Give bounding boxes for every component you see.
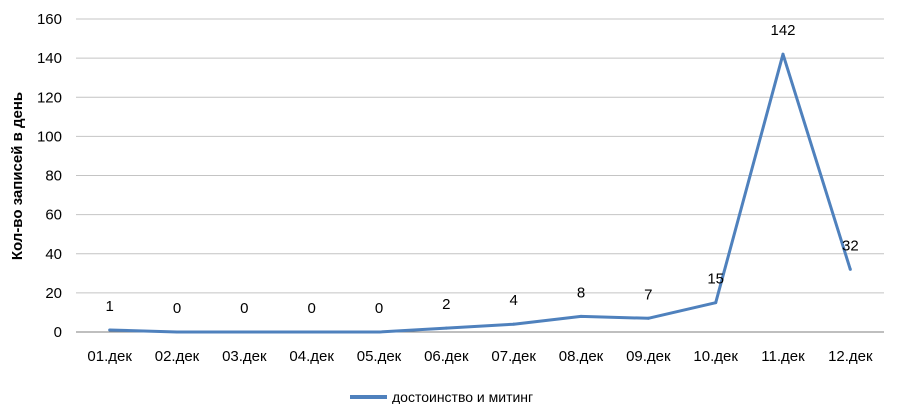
data-label: 0 bbox=[307, 300, 315, 317]
data-label: 7 bbox=[644, 286, 652, 303]
data-point bbox=[242, 330, 246, 334]
x-tick-label: 05.дек bbox=[357, 348, 402, 365]
data-point bbox=[714, 301, 718, 305]
data-point bbox=[108, 328, 112, 332]
data-label: 4 bbox=[509, 292, 517, 309]
x-tick-label: 02.дек bbox=[155, 348, 200, 365]
data-label: 0 bbox=[173, 300, 181, 317]
data-label: 1 bbox=[105, 298, 113, 315]
y-tick-label: 60 bbox=[45, 207, 62, 224]
y-axis-title: Кол-во записей в день bbox=[9, 92, 26, 260]
x-tick-label: 09.дек bbox=[626, 348, 671, 365]
x-tick-label: 12.дек bbox=[828, 348, 873, 365]
data-label: 142 bbox=[770, 22, 795, 39]
series-layer bbox=[108, 52, 852, 334]
y-tick-label: 140 bbox=[37, 50, 62, 67]
data-label: 0 bbox=[240, 300, 248, 317]
legend-label: достоинство и митинг bbox=[392, 389, 533, 404]
data-point bbox=[781, 52, 785, 56]
x-axis: 01.дек 02.дек 03.дек 04.дек 05.дек 06.дек 07.д… bbox=[87, 348, 873, 365]
data-label: 15 bbox=[707, 271, 724, 288]
y-tick-label: 40 bbox=[45, 246, 62, 263]
y-tick-label: 100 bbox=[37, 128, 62, 145]
y-axis: 0 20 40 60 80 100 120 140 160 bbox=[37, 11, 62, 341]
data-label: 0 bbox=[375, 300, 383, 317]
data-point bbox=[444, 326, 448, 330]
data-point bbox=[377, 330, 381, 334]
x-tick-label: 06.дек bbox=[424, 348, 469, 365]
data-label: 2 bbox=[442, 296, 450, 313]
x-tick-label: 11.дек bbox=[761, 348, 805, 365]
data-point bbox=[848, 267, 852, 271]
gridlines bbox=[76, 18, 884, 333]
data-labels: 1 0 0 0 0 2 4 8 7 15 142 32 bbox=[105, 22, 858, 317]
x-tick-label: 01.дек bbox=[87, 348, 132, 365]
legend: достоинство и митинг bbox=[350, 389, 533, 405]
series-line bbox=[109, 52, 852, 334]
x-tick-label: 07.дек bbox=[491, 348, 536, 365]
data-point bbox=[512, 322, 516, 326]
x-tick-label: 10.дек bbox=[693, 348, 738, 365]
data-point bbox=[579, 314, 583, 318]
x-tick-label: 04.дек bbox=[289, 348, 334, 365]
data-point bbox=[175, 330, 179, 334]
y-tick-label: 0 bbox=[54, 324, 62, 341]
data-point bbox=[310, 330, 314, 334]
x-tick-label: 08.дек bbox=[559, 348, 604, 365]
data-label: 32 bbox=[842, 237, 859, 254]
y-tick-label: 80 bbox=[45, 168, 62, 185]
data-point bbox=[646, 316, 650, 320]
x-tick-label: 03.дек bbox=[222, 348, 267, 365]
y-tick-label: 160 bbox=[37, 11, 62, 28]
data-label: 8 bbox=[577, 284, 585, 301]
y-tick-label: 120 bbox=[37, 89, 62, 106]
y-tick-label: 20 bbox=[45, 285, 62, 302]
